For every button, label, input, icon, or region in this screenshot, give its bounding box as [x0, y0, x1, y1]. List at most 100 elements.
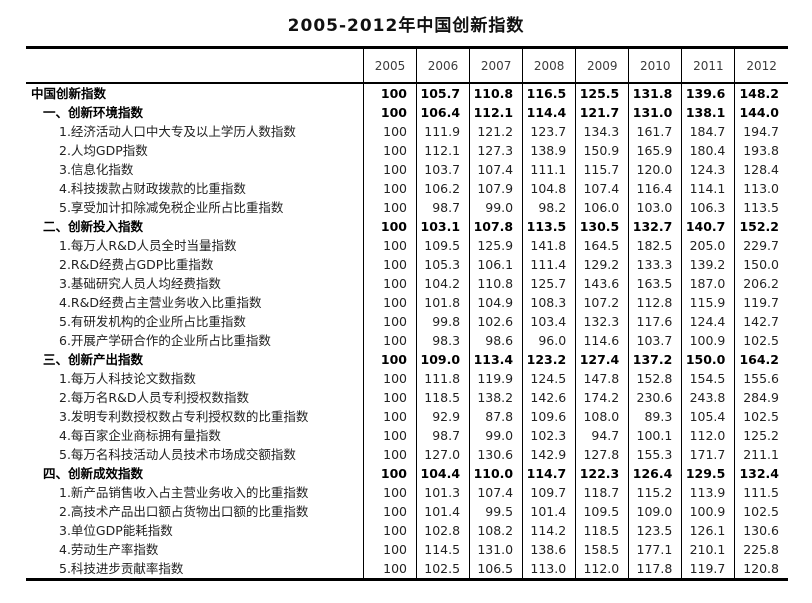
row-label: 1.每万人科技论文数指数 — [59, 371, 196, 386]
cell-value: 102.5 — [415, 559, 470, 580]
cell-value: 111.8 — [415, 369, 470, 388]
table-row: 1.新产品销售收入占主营业务收入的比重指数 100 101.3 107.4 109.7 1… — [26, 483, 788, 502]
cell-value: 109.5 — [415, 236, 470, 255]
cell-value: 129.2 — [575, 255, 629, 274]
table-header: 2005 2006 2007 2008 2009 2010 2011 2012 — [26, 47, 788, 84]
cell-value: 109.0 — [415, 350, 470, 369]
cell-value: 119.7 — [734, 293, 788, 312]
cell-value: 112.1 — [415, 141, 470, 160]
cell-value: 92.9 — [415, 407, 470, 426]
cell-value: 210.1 — [681, 540, 735, 559]
cell-value: 155.3 — [628, 445, 682, 464]
table-row: 4.科技拨款占财政拨款的比重指数 100 106.2 107.9 104.8 107.4 1… — [26, 179, 788, 198]
cell-value: 174.2 — [575, 388, 629, 407]
table-row: 2.高技术产品出口额占货物出口额的比重指数 100 101.4 99.5 101.4 10… — [26, 502, 788, 521]
cell-value: 106.5 — [469, 559, 523, 580]
column-header-year: 2012 — [734, 47, 788, 84]
cell-value: 108.0 — [575, 407, 629, 426]
row-label: 一、创新环境指数 — [43, 105, 144, 120]
row-label: 3.单位GDP能耗指数 — [59, 523, 173, 538]
cell-value: 205.0 — [681, 236, 735, 255]
cell-value: 155.6 — [734, 369, 788, 388]
cell-value: 114.1 — [681, 179, 735, 198]
cell-value: 100 — [362, 217, 417, 236]
table-row: 3.基础研究人员人均经费指数 100 104.2 110.8 125.7 143.6 163… — [26, 274, 788, 293]
cell-value: 127.3 — [469, 141, 523, 160]
row-label: 中国创新指数 — [31, 86, 107, 101]
cell-value: 100.9 — [681, 331, 735, 350]
table-row: 2.人均GDP指数 100 112.1 127.3 138.9 150.9 165.9 180… — [26, 141, 788, 160]
cell-value: 111.5 — [734, 483, 788, 502]
cell-value: 103.1 — [415, 217, 470, 236]
cell-value: 138.2 — [469, 388, 523, 407]
cell-value: 230.6 — [628, 388, 682, 407]
cell-value: 109.7 — [522, 483, 576, 502]
cell-value: 113.4 — [469, 350, 523, 369]
cell-value: 105.7 — [415, 83, 470, 103]
cell-value: 138.6 — [522, 540, 576, 559]
table-row: 5.每万名科技活动人员技术市场成交额指数 100 127.0 130.6 142.9 12… — [26, 445, 788, 464]
cell-value: 103.7 — [415, 160, 470, 179]
table-row: 5.享受加计扣除减免税企业所占比重指数 100 98.7 99.0 98.2 106.0 1… — [26, 198, 788, 217]
cell-value: 115.9 — [681, 293, 735, 312]
cell-value: 96.0 — [522, 331, 576, 350]
cell-value: 139.2 — [681, 255, 735, 274]
cell-value: 158.5 — [575, 540, 629, 559]
cell-value: 100 — [362, 179, 417, 198]
cell-value: 164.5 — [575, 236, 629, 255]
cell-value: 87.8 — [469, 407, 523, 426]
cell-value: 165.9 — [628, 141, 682, 160]
cell-value: 98.7 — [415, 198, 470, 217]
row-label: 5.享受加计扣除减免税企业所占比重指数 — [59, 200, 284, 215]
cell-value: 107.8 — [469, 217, 523, 236]
cell-value: 118.7 — [575, 483, 629, 502]
cell-value: 98.2 — [522, 198, 576, 217]
cell-value: 132.4 — [734, 464, 788, 483]
cell-value: 99.5 — [469, 502, 523, 521]
column-header-year: 2006 — [415, 47, 470, 84]
cell-value: 110.8 — [469, 83, 523, 103]
column-header-year: 2009 — [575, 47, 629, 84]
cell-value: 125.5 — [575, 83, 629, 103]
cell-value: 100 — [362, 502, 417, 521]
table-row: 5.有研发机构的企业所占比重指数 100 99.8 102.6 103.4 132.3 11… — [26, 312, 788, 331]
cell-value: 100 — [362, 160, 417, 179]
cell-value: 103.7 — [628, 331, 682, 350]
header-row: 2005 2006 2007 2008 2009 2010 2011 2012 — [26, 47, 788, 84]
cell-value: 107.4 — [469, 483, 523, 502]
cell-value: 120.0 — [628, 160, 682, 179]
cell-value: 100 — [362, 445, 417, 464]
table-row: 3.信息化指数 100 103.7 107.4 111.1 115.7 120.0 124.3… — [26, 160, 788, 179]
innovation-index-table: 2005 2006 2007 2008 2009 2010 2011 2012 中国创新指数 1… — [26, 46, 788, 581]
cell-value: 180.4 — [681, 141, 735, 160]
cell-value: 99.8 — [415, 312, 470, 331]
cell-value: 100 — [362, 122, 417, 141]
cell-value: 125.9 — [469, 236, 523, 255]
column-header-year: 2007 — [469, 47, 523, 84]
cell-value: 142.6 — [522, 388, 576, 407]
row-label: 2.人均GDP指数 — [59, 143, 148, 158]
cell-value: 243.8 — [681, 388, 735, 407]
column-header-year: 2008 — [522, 47, 576, 84]
cell-value: 193.8 — [734, 141, 788, 160]
cell-value: 108.2 — [469, 521, 523, 540]
table-row: 5.科技进步贡献率指数 100 102.5 106.5 113.0 112.0 117.8 1… — [26, 559, 788, 580]
table-row: 1.每万人R&D人员全时当量指数 100 109.5 125.9 141.8 164.5 1… — [26, 236, 788, 255]
cell-value: 105.4 — [681, 407, 735, 426]
cell-value: 107.4 — [469, 160, 523, 179]
cell-value: 134.3 — [575, 122, 629, 141]
cell-value: 102.5 — [734, 331, 788, 350]
cell-value: 211.1 — [734, 445, 788, 464]
cell-value: 100 — [362, 464, 417, 483]
cell-value: 100 — [362, 274, 417, 293]
cell-value: 105.3 — [415, 255, 470, 274]
cell-value: 113.0 — [734, 179, 788, 198]
cell-value: 109.6 — [522, 407, 576, 426]
cell-value: 142.9 — [522, 445, 576, 464]
cell-value: 99.0 — [469, 426, 523, 445]
cell-value: 116.4 — [628, 179, 682, 198]
table-row: 3.单位GDP能耗指数 100 102.8 108.2 114.2 118.5 123.5 1… — [26, 521, 788, 540]
cell-value: 100 — [362, 540, 417, 559]
cell-value: 128.4 — [734, 160, 788, 179]
cell-value: 132.3 — [575, 312, 629, 331]
